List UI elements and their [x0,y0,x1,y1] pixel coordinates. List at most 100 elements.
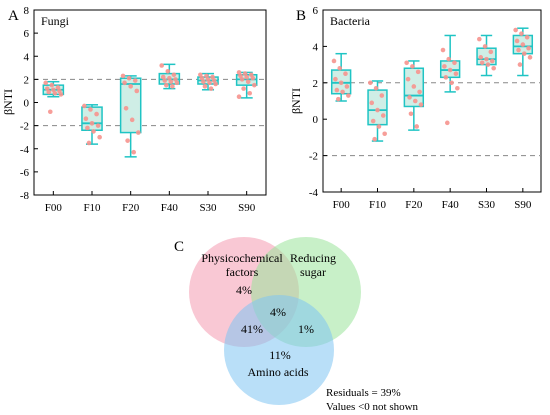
data-point [444,120,450,126]
data-point [372,136,377,142]
y-tick-label: -4 [20,144,30,156]
data-point [85,125,90,131]
y-ticks-a: -8 -6 -4 -2 0 2 4 6 8 [20,5,38,202]
data-point [91,129,96,134]
data-point [338,80,344,86]
data-point [343,71,348,76]
data-point [57,88,62,94]
y-tick-label: 2 [24,74,30,86]
y-tick-label: 4 [313,41,319,53]
data-point [331,58,337,64]
data-point [340,89,345,95]
x-tick-label-s90: S90 [514,199,532,211]
venn-label-reducing-2: sugar [300,265,326,279]
data-point [404,60,409,66]
data-point [447,67,453,73]
data-point [174,80,180,86]
y-tick-label: -4 [309,187,319,199]
x-tick-label-s30: S30 [478,199,496,211]
data-point [202,84,208,89]
box-body [367,89,388,126]
data-point [134,88,140,94]
panel-title-bacteria: Bacteria [330,14,371,28]
data-point [346,93,351,98]
data-point [207,80,212,86]
data-point [452,60,457,66]
panel-label-a: A [8,8,19,24]
data-point [405,76,411,82]
data-point [241,86,246,91]
data-point [376,124,382,129]
data-point [86,140,92,146]
data-point [125,138,130,143]
data-point [482,44,488,49]
data-point [514,38,520,44]
y-tick-label: -2 [20,121,29,133]
plot-frame-b [322,9,542,193]
venn-label-physicochemical-2: factors [226,265,259,279]
data-point [43,80,48,86]
data-point [201,79,206,84]
data-point [165,68,171,74]
data-point [516,47,521,53]
y-axis-label-b: βNTI [289,88,303,114]
venn-region-sugar-amino: 1% [298,322,314,336]
data-point [524,35,530,40]
venn-region-amino-only: 11% [269,348,291,362]
venn-region-physico-amino: 41% [241,322,263,336]
data-point [173,77,178,82]
data-point [408,111,414,117]
data-point [236,70,242,75]
data-point [94,111,99,117]
data-point [238,73,243,79]
venn-label-amino-acids: Amino acids [248,365,309,379]
data-point [453,71,459,76]
venn-region-physico-only: 4% [236,283,252,297]
data-point [239,77,245,82]
data-point [247,90,253,96]
venn-region-all-three: 4% [270,305,286,319]
data-point [159,63,164,68]
data-point [46,89,52,95]
data-point [97,134,102,140]
x-tick-label-f00: F00 [45,202,63,214]
data-point [519,31,524,36]
data-point [370,118,376,124]
note-text: Values <0 not shown [326,401,419,413]
x-tick-label-f10: F10 [369,199,387,211]
y-axis-label-a: βNTI [1,89,15,115]
data-point [407,95,412,100]
data-point [211,78,217,83]
data-point [488,49,494,55]
y-tick-label: -2 [309,151,318,163]
data-point [333,76,338,82]
data-point [520,42,526,47]
data-point [382,131,387,137]
x-tick-label-f20: F20 [122,202,140,214]
data-point [242,71,248,76]
x-ticks-b: F00 F10 F20 F40 S30 S90 [333,188,532,211]
boxes-a [42,63,258,158]
box-f20 [403,60,425,131]
data-point [440,47,446,53]
data-point [95,123,101,128]
y-tick-label: -6 [20,167,30,179]
data-point [513,27,518,33]
data-point [410,64,415,69]
data-point [368,80,373,86]
data-point [449,80,454,86]
y-tick-label: 0 [313,114,319,126]
data-point [252,82,257,88]
data-point [411,84,417,89]
data-point [484,56,489,62]
data-point [51,87,56,93]
data-point [479,60,485,66]
data-point [491,65,496,71]
points-a [43,63,257,155]
x-tick-label-f40: F40 [161,202,179,214]
data-point [208,86,214,91]
y-tick-label: -8 [20,190,30,202]
data-point [379,93,385,98]
reference-lines-b [323,82,541,157]
